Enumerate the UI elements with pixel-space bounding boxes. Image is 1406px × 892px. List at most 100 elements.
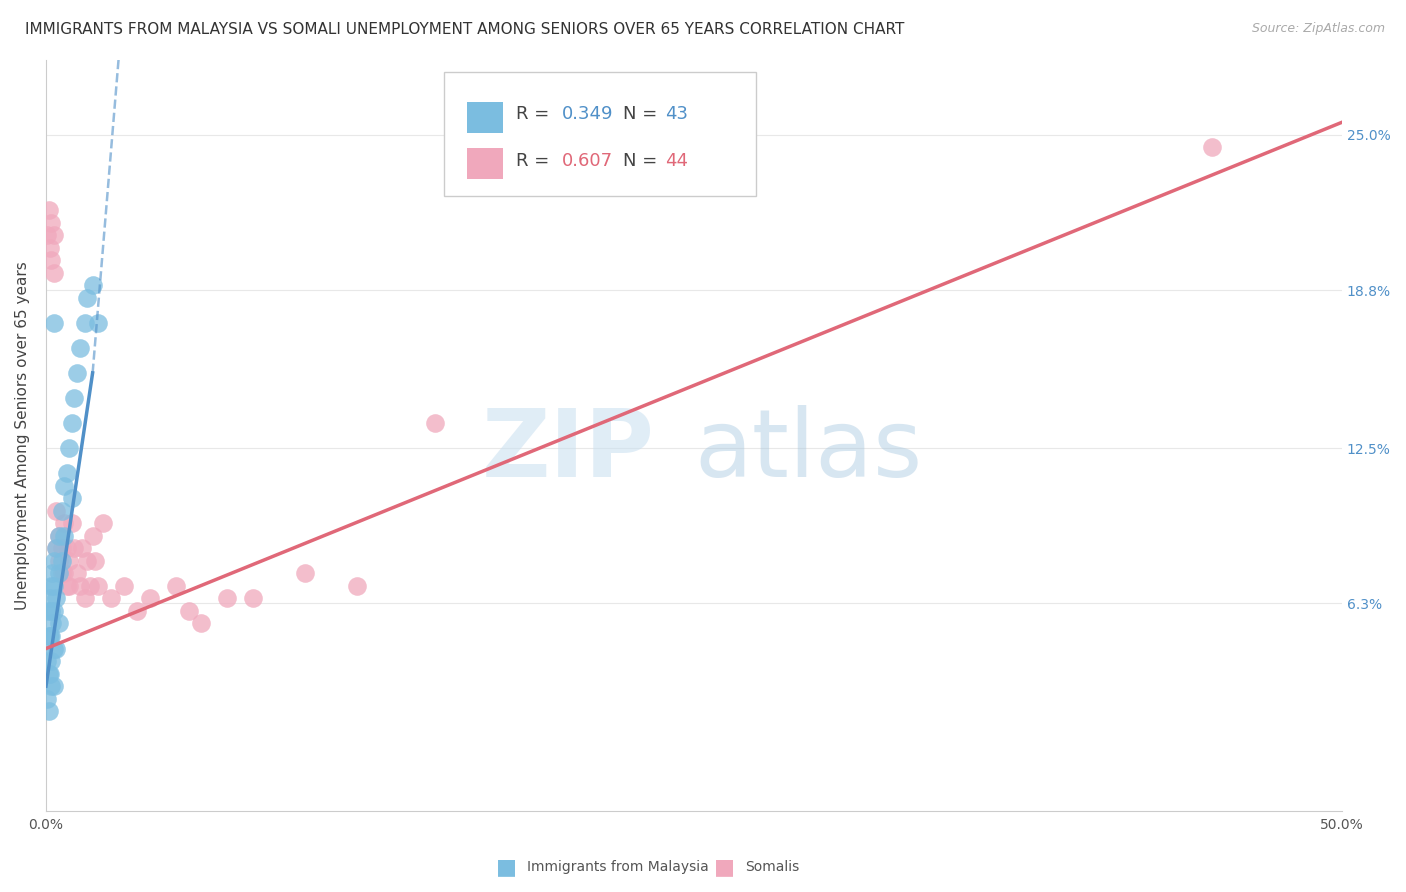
Point (51, 554, 73, 568)
Point (48, 566, 70, 581)
Point (72, 541, 94, 556)
Point (346, 579, 368, 593)
Text: ■: ■ (714, 857, 734, 877)
Point (112, 579, 135, 593)
Point (76, 554, 98, 568)
Point (63, 541, 86, 556)
Point (66, 566, 89, 581)
Point (69, 341, 91, 355)
Point (55, 541, 77, 556)
Point (42, 679, 65, 693)
Text: Somalis: Somalis (745, 860, 800, 874)
Point (37, 227, 59, 242)
Point (37, 604, 59, 618)
Point (100, 591, 122, 606)
Point (42, 227, 65, 242)
Point (38, 629, 60, 643)
Point (45, 541, 67, 556)
Point (58, 441, 80, 455)
Point (53, 478, 76, 492)
Text: 43: 43 (665, 105, 689, 123)
Point (53, 566, 76, 581)
Point (69, 579, 91, 593)
Point (48, 616, 70, 631)
Point (87, 579, 110, 593)
Point (165, 579, 187, 593)
Point (84, 554, 107, 568)
Point (217, 591, 239, 606)
Point (38, 666, 60, 681)
Point (37, 691, 59, 706)
Text: 0.607: 0.607 (562, 153, 613, 170)
Point (51, 566, 73, 581)
Text: R =: R = (516, 105, 555, 123)
Text: Source: ZipAtlas.com: Source: ZipAtlas.com (1251, 22, 1385, 36)
Point (38, 241, 60, 255)
Point (60, 516, 83, 531)
Text: R =: R = (516, 153, 555, 170)
Point (51, 541, 73, 556)
Point (190, 616, 212, 631)
Point (66, 366, 89, 380)
Point (91, 516, 114, 531)
Point (39, 579, 62, 593)
Point (87, 316, 110, 330)
Point (53, 516, 76, 531)
Point (38, 629, 60, 643)
Point (42, 641, 65, 656)
Point (177, 604, 200, 618)
Point (39, 604, 62, 618)
Point (39, 253, 62, 268)
Point (58, 579, 80, 593)
Point (38, 202, 60, 217)
Point (37, 654, 59, 668)
Point (45, 504, 67, 518)
Point (45, 591, 67, 606)
Point (48, 529, 70, 543)
Point (38, 704, 60, 718)
Point (242, 591, 264, 606)
Point (58, 554, 80, 568)
Point (63, 391, 86, 405)
FancyBboxPatch shape (444, 72, 756, 195)
Point (51, 504, 73, 518)
Point (76, 291, 98, 305)
Point (45, 641, 67, 656)
FancyBboxPatch shape (467, 102, 503, 133)
Text: N =: N = (623, 105, 662, 123)
Point (39, 654, 62, 668)
Text: ZIP: ZIP (482, 405, 655, 497)
Text: IMMIGRANTS FROM MALAYSIA VS SOMALI UNEMPLOYMENT AMONG SENIORS OVER 65 YEARS CORR: IMMIGRANTS FROM MALAYSIA VS SOMALI UNEMP… (25, 22, 904, 37)
Point (42, 266, 65, 280)
Text: Immigrants from Malaysia: Immigrants from Malaysia (527, 860, 709, 874)
Point (42, 604, 65, 618)
Point (48, 554, 70, 568)
Point (38, 591, 60, 606)
Point (38, 666, 60, 681)
Point (82, 278, 104, 293)
FancyBboxPatch shape (467, 148, 503, 179)
Text: N =: N = (623, 153, 662, 170)
Point (82, 529, 104, 543)
Text: ■: ■ (496, 857, 516, 877)
Point (42, 554, 65, 568)
Point (60, 416, 83, 430)
Point (294, 566, 316, 581)
Point (138, 591, 160, 606)
Point (45, 541, 67, 556)
Point (60, 491, 83, 506)
Point (42, 316, 65, 330)
Point (48, 529, 70, 543)
Point (39, 215, 62, 229)
Point (42, 579, 65, 593)
Point (55, 466, 77, 480)
Text: atlas: atlas (695, 405, 922, 497)
Point (79, 579, 101, 593)
Point (41, 566, 63, 581)
Text: 0.349: 0.349 (562, 105, 613, 123)
Point (41, 616, 63, 631)
Point (423, 416, 446, 430)
Y-axis label: Unemployment Among Seniors over 65 years: Unemployment Among Seniors over 65 years (15, 261, 30, 610)
Point (73, 316, 96, 330)
Point (55, 579, 77, 593)
